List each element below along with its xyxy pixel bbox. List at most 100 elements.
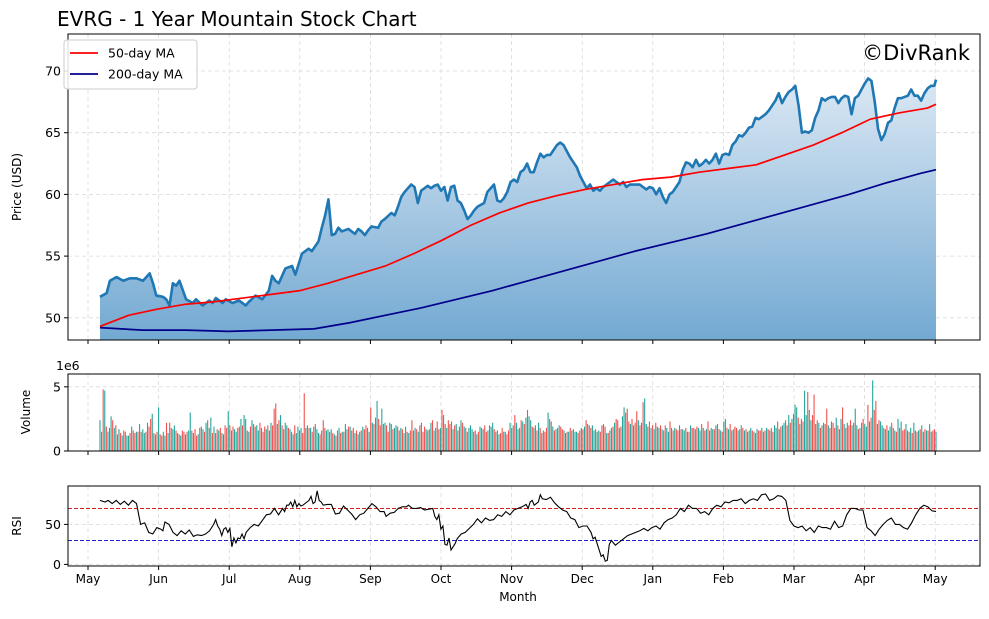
volume-bar [756,429,758,451]
volume-bar [731,430,733,451]
volume-bar [379,425,381,451]
volume-bar [906,430,909,451]
x-tick-label-10: Mar [783,572,806,586]
volume-bar [493,429,495,451]
volume-bar [438,429,440,451]
volume-bar [753,431,755,451]
volume-panel: 05 1e6 Volume [19,358,981,459]
volume-bar [536,430,538,451]
y-tick-label: 50 [45,517,61,532]
volume-bar [135,431,137,451]
volume-bar [530,420,532,451]
volume-bar [661,429,663,451]
volume-bar [184,434,187,451]
rsi-axes-frame [67,485,981,567]
volume-bar [441,409,443,451]
volume-bar [161,435,163,451]
volume-bar [154,434,156,451]
volume-bar [682,429,684,451]
volume-bar [511,427,513,451]
volume-bar [523,424,525,451]
volume-bar [740,425,742,451]
volume-bar [457,430,459,451]
volume-bar [490,426,492,451]
volume-bar [449,424,451,451]
volume-bar [528,416,530,451]
volume-bar [164,435,166,451]
volume-bar [351,430,353,451]
volume-bar [346,429,348,451]
volume-bar [338,427,340,451]
volume-bar [238,426,240,451]
volume-bar [652,425,654,451]
volume-bar [213,426,215,451]
chart-title: EVRG - 1 Year Mountain Stock Chart [57,7,417,31]
volume-bar [773,425,776,451]
volume-bar [241,425,244,451]
volume-bars [99,380,937,451]
volume-bar [265,429,267,451]
volume-bar [452,429,454,451]
volume-bar [712,429,714,451]
volume-bar [710,427,712,451]
volume-bar [283,429,285,451]
volume-bar [582,429,584,451]
volume-bar [495,431,497,451]
volume-bar [602,424,605,451]
volume-bar [666,427,668,451]
volume-bar [200,426,202,451]
volume-bar [724,418,726,451]
y-tick-label: 55 [45,249,61,264]
volume-bar [349,426,351,451]
volume-bar [473,431,475,451]
volume-bar [253,424,255,451]
volume-bar [113,427,115,451]
volume-bar [542,430,544,451]
volume-bar [460,420,462,451]
volume-bar [196,435,198,451]
volume-bar [210,417,212,451]
volume-bar [783,422,785,451]
volume-bar [203,431,206,451]
volume-bar [693,427,695,451]
volume-bar [234,429,236,451]
volume-bar [368,431,370,451]
volume-bar [924,429,926,451]
volume-bar [254,426,256,451]
volume-bar [105,426,107,451]
volume-bar [566,431,568,451]
volume-bar [333,434,335,451]
volume-bar [686,431,688,451]
volume-bar [721,431,723,451]
volume-bar [387,431,389,451]
volume-bar [707,421,709,451]
volume-bar [509,422,511,451]
volume-bar [832,422,834,451]
volume-bar [547,412,549,451]
volume-bar [821,425,823,451]
rsi-y-ticks: 0 50 [45,517,68,572]
volume-bar [295,433,297,451]
volume-bar [287,427,289,451]
volume-bar [804,390,806,451]
volume-bar [655,422,657,451]
volume-bar [335,435,337,451]
volume-bar [729,424,731,451]
volume-bar [251,420,253,451]
volume-bar [427,430,429,451]
volume-bar [431,420,434,451]
volume-bar [522,421,524,451]
ma200-line [99,168,937,333]
volume-bar [199,427,201,451]
volume-bar [637,420,639,451]
volume-bar [485,431,487,451]
volume-bar [865,426,867,451]
volume-bar [177,433,179,451]
volume-bar [656,426,658,451]
volume-bar [838,429,840,451]
volume-bar [550,421,552,451]
volume-bar [674,427,676,451]
volume-bar [699,430,701,451]
volume-bar [576,431,578,451]
volume-bar [268,430,270,451]
